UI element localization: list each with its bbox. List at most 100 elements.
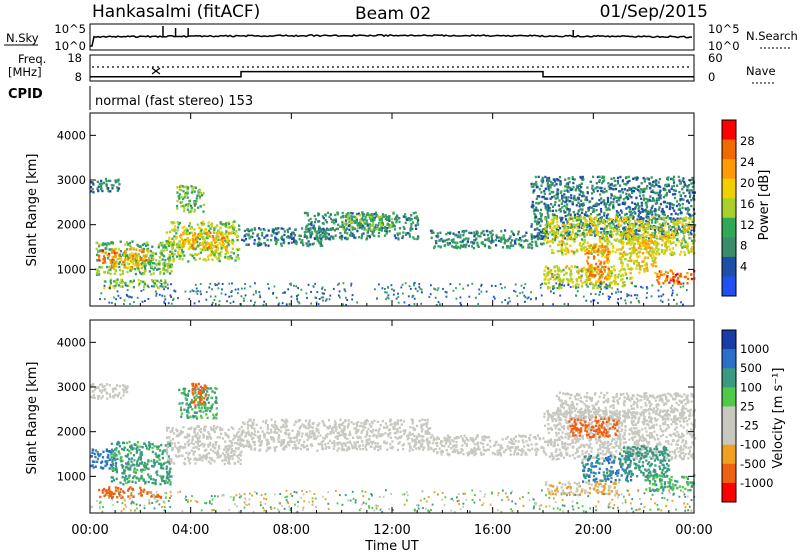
nsky-tick-bottom: 10^0 <box>54 39 86 53</box>
power-colorbar-tick: 20 <box>740 176 755 190</box>
x-axis-tick: 04:00 <box>172 523 209 538</box>
velocity-echo-region <box>644 474 696 493</box>
power-echo-region <box>241 227 332 248</box>
x-axis-tick: 00:00 <box>675 523 712 538</box>
velocity-colorbar-swatch <box>722 349 736 369</box>
velocity-ytick: 1000 <box>57 469 86 483</box>
power-ytick: 2000 <box>57 218 86 232</box>
velocity-colorbar-tick: 100 <box>740 380 762 394</box>
power-echo-region <box>176 184 205 214</box>
velocity-echo-region <box>581 454 634 484</box>
power-ytick: 4000 <box>57 128 86 142</box>
nave-tick-bottom: 0 <box>708 70 715 84</box>
velocity-echo-region <box>90 382 129 400</box>
velocity-colorbar-swatch <box>722 463 736 484</box>
velocity-echo-region <box>241 418 432 452</box>
velocity-colorbar-tick: -100 <box>740 438 766 452</box>
power-colorbar-swatch <box>722 198 736 219</box>
x-axis-tick: 12:00 <box>373 523 410 538</box>
power-ylabel: Slant Range [km] <box>25 154 40 267</box>
nsky-label: N.Sky <box>6 31 39 45</box>
power-echo-region <box>543 265 633 290</box>
velocity-colorbar-swatch <box>722 406 736 427</box>
beam-title: Beam 02 <box>355 4 431 24</box>
velocity-colorbar-tick: 500 <box>740 361 762 375</box>
cpid-program: normal (fast stereo) 153 <box>95 94 253 109</box>
velocity-echo-region <box>568 416 620 439</box>
nsearch-label: N.Search <box>746 29 798 43</box>
velocity-colorbar-swatch <box>722 444 736 465</box>
power-colorbar-swatch <box>722 139 736 160</box>
power-colorbar-swatch <box>722 237 736 258</box>
velocity-echo-region <box>110 440 173 486</box>
power-echo-region <box>429 229 545 250</box>
nsky-spikes <box>162 26 574 37</box>
power-near-range-noise <box>99 282 688 306</box>
nsky-tick-top: 10^5 <box>54 22 86 36</box>
power-echo-region <box>103 278 167 290</box>
velocity-echo-layer <box>90 382 697 513</box>
freq-panel: Freq. [MHz] 18 8 60 0 Nave <box>8 51 776 84</box>
power-colorbar-swatch <box>722 178 736 199</box>
nsky-panel: N.Sky 10^5 10^0 10^5 10^0 N.Search <box>4 22 798 53</box>
freq-tick-top: 18 <box>67 51 82 65</box>
power-echo-region <box>90 177 121 194</box>
velocity-echo-region <box>165 425 244 466</box>
power-echo-region <box>110 247 150 270</box>
power-colorbar-label: Power [dB] <box>757 170 772 241</box>
power-colorbar-tick: 16 <box>740 197 755 211</box>
station-title: Hankasalmi (fitACF) <box>92 2 260 22</box>
velocity-colorbar-swatch <box>722 387 736 407</box>
power-colorbar-tick: 8 <box>740 239 747 253</box>
velocity-echo-region <box>555 391 696 421</box>
x-axis-label: Time UT <box>364 539 418 554</box>
velocity-colorbar-swatch <box>722 482 736 503</box>
velocity-ytick: 3000 <box>57 380 86 394</box>
power-ytick: 3000 <box>57 173 86 187</box>
freq-tick-bottom: 8 <box>75 70 82 84</box>
power-colorbar-tick: 24 <box>740 155 755 169</box>
x-axis-tick: 16:00 <box>474 523 511 538</box>
freq-trace <box>90 70 694 78</box>
cpid-label: CPID <box>8 87 43 102</box>
power-colorbar-swatch <box>722 276 736 297</box>
nave-x-marks <box>151 67 161 75</box>
nave-label: Nave <box>746 64 776 78</box>
power-echo-region <box>618 233 659 276</box>
velocity-echo-region <box>429 433 545 457</box>
velocity-colorbar-tick: -25 <box>740 419 759 433</box>
velocity-echo-region <box>98 486 163 499</box>
velocity-panel: 4000 3000 2000 1000 Slant Range [km] 1000 50… <box>25 319 786 514</box>
power-colorbar-swatch <box>722 217 736 238</box>
velocity-ytick: 4000 <box>57 335 86 349</box>
power-echo-region <box>586 243 611 285</box>
cpid-panel: CPID normal (fast stereo) 153 <box>8 86 253 110</box>
power-colorbar-swatch <box>722 159 736 180</box>
velocity-ytick: 2000 <box>57 425 86 439</box>
velocity-colorbar-tick: -1000 <box>740 476 773 490</box>
velocity-colorbar-swatch <box>722 368 736 388</box>
power-colorbar-swatch <box>722 120 736 141</box>
velocity-colorbar-swatch <box>722 425 736 446</box>
x-axis-tick: 00:00 <box>71 523 108 538</box>
freq-label-2: [MHz] <box>8 65 42 79</box>
nsky-trace <box>90 33 693 47</box>
velocity-echo-region <box>191 382 208 407</box>
power-panel: 4000 3000 2000 1000 Slant Range [km] 28 24 20… <box>25 112 772 307</box>
velocity-colorbar-swatch <box>722 330 736 350</box>
power-colorbar-swatch <box>722 256 736 277</box>
nsearch-tick-bottom: 10^0 <box>708 39 740 53</box>
power-echo-region <box>178 231 231 252</box>
date-title: 01/Sep/2015 <box>600 2 708 22</box>
power-ytick: 1000 <box>57 262 86 276</box>
x-axis-tick: 20:00 <box>575 523 612 538</box>
velocity-near-range-noise <box>90 489 696 513</box>
x-axis: 00:00 04:00 08:00 12:00 16:00 20:00 00:00 <box>71 113 713 538</box>
x-axis-tick: 08:00 <box>273 523 310 538</box>
velocity-colorbar-tick: 25 <box>740 399 755 413</box>
nave-tick-top: 60 <box>708 51 723 65</box>
power-echo-region <box>656 269 696 285</box>
nsearch-tick-top: 10^5 <box>708 22 740 36</box>
velocity-echo-region <box>90 448 118 470</box>
